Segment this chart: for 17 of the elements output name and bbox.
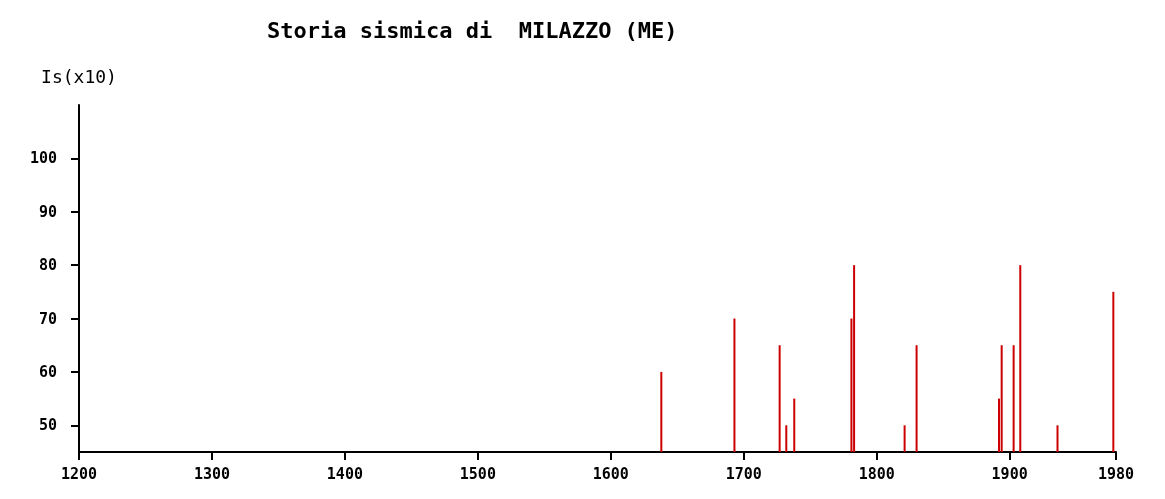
- chart-title: Storia sismica di MILAZZO (ME): [267, 17, 678, 43]
- x-tick-label: 1500: [459, 464, 496, 483]
- y-axis-title: Is(x10): [41, 65, 117, 87]
- y-tick-label: 80: [38, 256, 57, 275]
- y-tick-label: 50: [38, 416, 57, 435]
- x-tick-label: 1200: [60, 464, 98, 483]
- x-tick-label: 1800: [858, 464, 895, 483]
- x-tick-label: 1400: [326, 464, 363, 483]
- y-tick-label: 60: [38, 362, 57, 381]
- x-tick-label: 1900: [991, 464, 1028, 483]
- y-tick-label: 100: [29, 149, 57, 168]
- x-tick-label: 1980: [1097, 464, 1135, 483]
- x-tick-label: 1600: [592, 464, 629, 483]
- y-tick-label: 70: [38, 309, 57, 328]
- x-tick-label: 1300: [193, 464, 231, 483]
- y-tick-label: 90: [38, 202, 57, 221]
- x-tick-label: 1700: [725, 464, 762, 483]
